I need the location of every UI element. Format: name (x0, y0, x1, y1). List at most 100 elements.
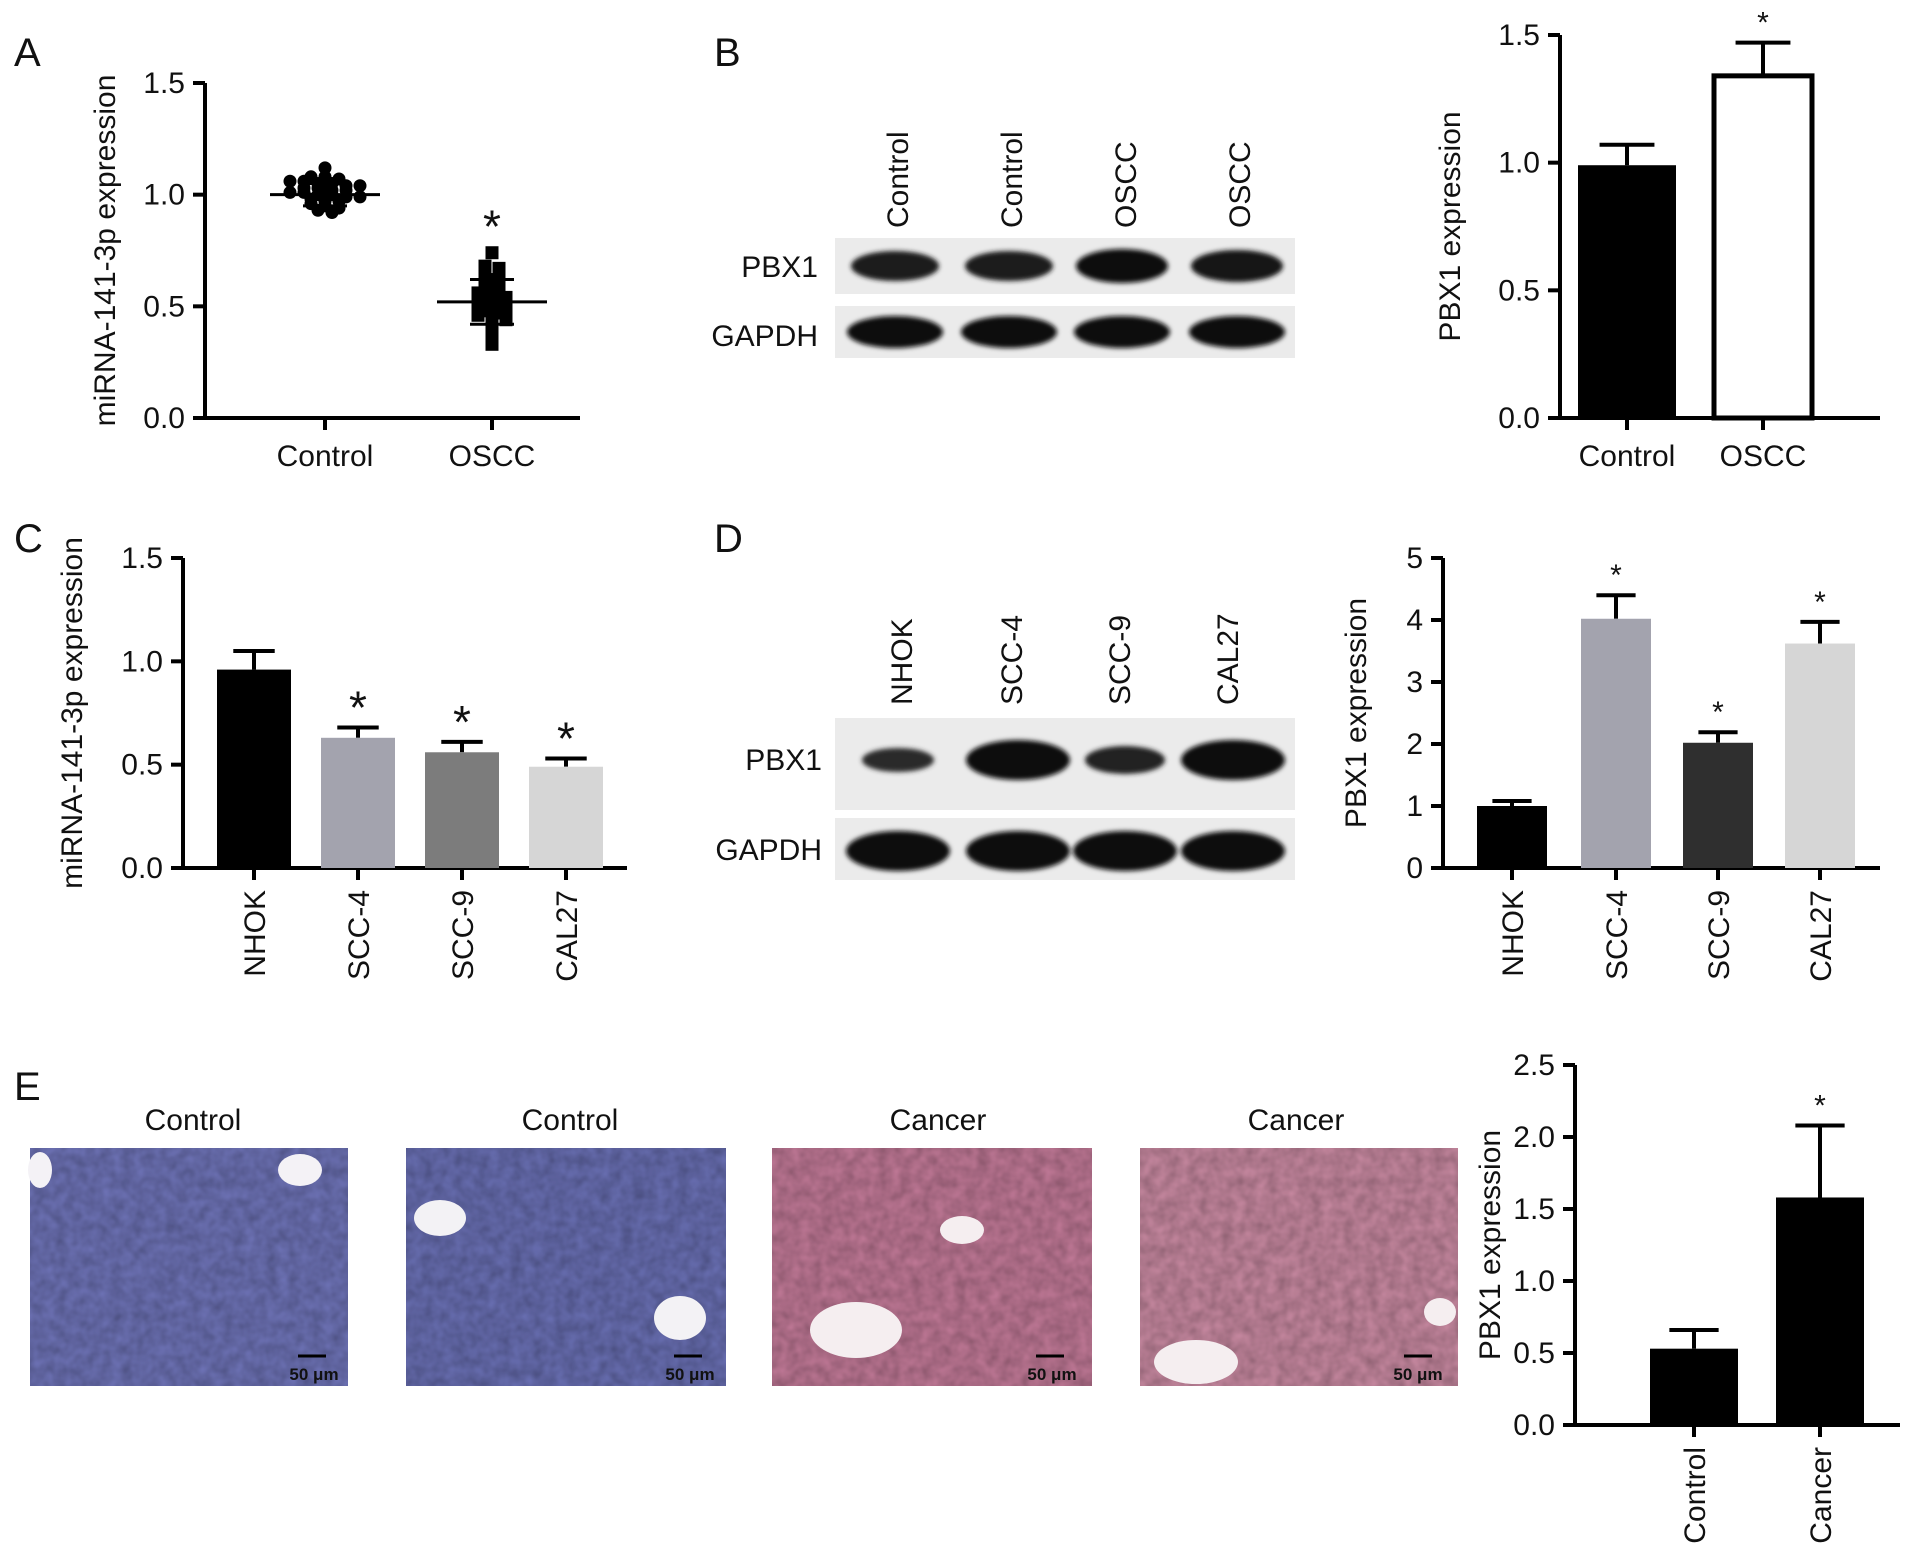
x-tick-label: SCC-4 (343, 890, 376, 980)
blot-band (1074, 316, 1170, 348)
y-tick-label: 1.0 (143, 179, 185, 212)
y-tick-label: 5 (1406, 542, 1423, 575)
blot-b-lane-label: OSCC (1110, 141, 1143, 228)
data-point (492, 261, 506, 275)
scale-bar-label: 50 μm (289, 1365, 338, 1384)
y-tick-label: 1.5 (121, 542, 163, 575)
blot-d-row-label: GAPDH (715, 834, 822, 867)
significance-star: * (349, 681, 367, 733)
histology-title: Control (145, 1104, 242, 1137)
y-tick-label: 0.5 (1513, 1337, 1555, 1370)
x-tick-label: NHOK (1497, 890, 1530, 977)
blot-band (1189, 316, 1285, 348)
chart-e: 0.0 0.5 1.0 1.5 2.0 2.5 PBX1 expression Control… (1474, 1049, 1900, 1544)
data-point (318, 170, 332, 184)
chart-b: 0.0 0.5 1.0 1.5 PBX1 expression Control OSCC * (1434, 7, 1880, 473)
y-tick-label: 2.0 (1513, 1121, 1555, 1154)
significance-star: * (1814, 1089, 1826, 1122)
blot-b-row-label: GAPDH (711, 320, 818, 353)
data-point (304, 170, 318, 184)
bar-nhok (217, 669, 291, 868)
chart-c: 0.0 0.5 1.0 1.5 miRNA-141-3p expression NHOK S… (56, 537, 627, 982)
blot-band (1076, 249, 1168, 283)
y-axis-label: miRNA-141-3p expression (56, 537, 89, 889)
data-point (283, 174, 297, 188)
histology-row: Control Control Cancer Cancer 50 μm 50 μ… (28, 1104, 1458, 1386)
y-tick-label: 0.5 (121, 749, 163, 782)
bar-scc-9 (425, 752, 499, 868)
bar-control (1650, 1348, 1738, 1425)
significance-star: * (557, 712, 575, 764)
y-tick-label: 2.5 (1513, 1049, 1555, 1082)
histology-image-cancer-2 (1140, 1148, 1458, 1386)
x-tick-label: CAL27 (1805, 890, 1838, 982)
x-tick-label: SCC-9 (447, 890, 480, 980)
panel-letter-a: A (14, 31, 41, 75)
y-tick-label: 2 (1406, 728, 1423, 761)
histology-title: Control (522, 1104, 619, 1137)
y-axis-label: PBX1 expression (1474, 1130, 1507, 1360)
data-point (478, 259, 492, 273)
scale-bar-label: 50 μm (1393, 1365, 1442, 1384)
y-tick-label: 0.0 (143, 402, 185, 435)
histology-image-control-1 (28, 1148, 348, 1386)
blot-band (1181, 831, 1285, 871)
panel-letter-b: B (714, 31, 741, 75)
panel-letter-c: C (14, 517, 43, 561)
histology-image-cancer-1 (772, 1148, 1092, 1386)
x-tick-label: Cancer (1805, 1447, 1838, 1544)
blot-b-lane-label: OSCC (1224, 141, 1257, 228)
y-axis-label: PBX1 expression (1434, 111, 1467, 341)
blot-band (966, 831, 1070, 871)
y-tick-label: 1.5 (143, 67, 185, 100)
data-point (353, 190, 367, 204)
blot-band (965, 251, 1053, 281)
blot-band (846, 831, 950, 871)
bar-cancer (1776, 1197, 1864, 1425)
blot-d-row-label: PBX1 (745, 744, 822, 777)
y-tick-label: 1.5 (1513, 1193, 1555, 1226)
blot-d-lane-label: CAL27 (1212, 613, 1245, 705)
blot-band (847, 316, 943, 348)
y-tick-label: 0 (1406, 852, 1423, 885)
x-tick-label: SCC-9 (1703, 890, 1736, 980)
blot-b: Control Control OSCC OSCC PBX1 GAPDH (711, 131, 1295, 358)
bar-cal27 (529, 766, 603, 868)
bar-scc-4 (1581, 618, 1651, 868)
y-tick-label: 3 (1406, 666, 1423, 699)
x-tick-label: Control (1679, 1447, 1712, 1544)
blot-b-lane-label: Control (996, 131, 1029, 228)
significance-star: * (483, 201, 501, 253)
data-point (485, 246, 499, 260)
y-tick-label: 0.0 (121, 852, 163, 885)
y-tick-label: 1 (1406, 790, 1423, 823)
x-tick-label: Control (1579, 440, 1676, 473)
bar-scc-4 (321, 737, 395, 868)
blot-band (862, 748, 934, 772)
blot-band (961, 316, 1057, 348)
y-tick-label: 1.0 (1513, 1265, 1555, 1298)
bar-cal27 (1785, 643, 1855, 868)
x-tick-label: CAL27 (551, 890, 584, 982)
blot-band (851, 251, 939, 281)
x-tick-label: OSCC (1720, 440, 1807, 473)
bar-oscc (1711, 73, 1815, 421)
chart-d: 0 1 2 3 4 5 PBX1 expression NHOK SCC-4 SCC-9 CAL27… (1340, 542, 1880, 982)
panel-letter-e: E (14, 1065, 41, 1109)
blot-band (1073, 831, 1177, 871)
bar-scc-9 (1683, 742, 1753, 868)
y-axis-label: miRNA-141-3p expression (89, 75, 122, 427)
bar-nhok (1477, 806, 1547, 868)
scale-bar-label: 50 μm (1027, 1365, 1076, 1384)
significance-star: * (1757, 7, 1769, 40)
blot-d-lane-label: NHOK (886, 618, 919, 705)
data-point (353, 179, 367, 193)
bar-control (1578, 165, 1676, 418)
blot-band (966, 740, 1070, 780)
significance-star: * (1712, 696, 1724, 729)
x-tick-label: NHOK (239, 890, 272, 977)
chart-a: 0.0 0.5 1.0 1.5 miRNA-141-3p expression Contr… (89, 67, 580, 473)
y-tick-label: 0.5 (1498, 274, 1540, 307)
scale-bar-label: 50 μm (665, 1365, 714, 1384)
